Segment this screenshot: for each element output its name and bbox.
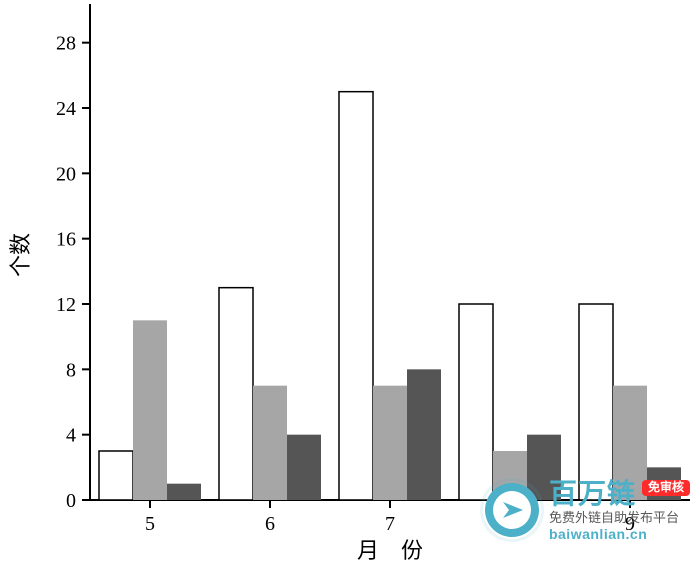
x-axis-label: 月 份 (357, 538, 423, 563)
x-tick-label: 6 (265, 513, 275, 535)
x-tick-label: 5 (145, 513, 155, 535)
bar-series-c (407, 369, 441, 500)
bar-series-c (287, 435, 321, 500)
bar-series-a (219, 288, 253, 500)
x-tick-label: 7 (385, 513, 395, 535)
brand-tag: 免审核 (642, 480, 690, 495)
brand-subtitle: 免费外链自助发布平台 (549, 511, 690, 525)
bar-series-b (133, 320, 167, 500)
bar-series-c (167, 484, 201, 500)
bar-series-b (373, 386, 407, 500)
y-tick-label: 0 (66, 490, 76, 512)
bar-series-a (339, 92, 373, 500)
bar-series-a (99, 451, 133, 500)
bar-series-a (579, 304, 613, 500)
y-tick-label: 28 (56, 33, 76, 55)
bar-series-a (459, 304, 493, 500)
y-tick-label: 8 (66, 359, 76, 381)
y-axis-label: 个数 (8, 233, 33, 277)
brand-domain: baiwanlian.cn (549, 527, 690, 542)
y-tick-label: 4 (66, 425, 76, 447)
y-tick-label: 16 (56, 229, 76, 251)
y-tick-label: 12 (56, 294, 76, 316)
brand-title: 百万链 (549, 479, 636, 510)
bar-series-b (253, 386, 287, 500)
brand-badge-icon (483, 481, 541, 539)
y-tick-label: 24 (56, 98, 76, 120)
watermark: 百万链 免审核 免费外链自助发布平台 baiwanlian.cn (483, 479, 690, 542)
y-tick-label: 20 (56, 163, 76, 185)
